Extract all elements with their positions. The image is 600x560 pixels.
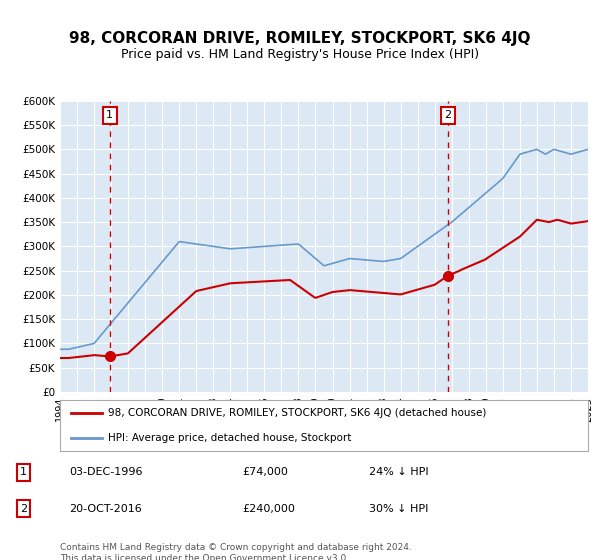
Text: 1: 1 <box>106 110 113 120</box>
Text: 24% ↓ HPI: 24% ↓ HPI <box>369 468 429 478</box>
Text: 03-DEC-1996: 03-DEC-1996 <box>70 468 143 478</box>
Text: 98, CORCORAN DRIVE, ROMILEY, STOCKPORT, SK6 4JQ (detached house): 98, CORCORAN DRIVE, ROMILEY, STOCKPORT, … <box>107 408 486 418</box>
Text: 2: 2 <box>445 110 452 120</box>
Text: 98, CORCORAN DRIVE, ROMILEY, STOCKPORT, SK6 4JQ: 98, CORCORAN DRIVE, ROMILEY, STOCKPORT, … <box>69 31 531 46</box>
Text: Contains HM Land Registry data © Crown copyright and database right 2024.
This d: Contains HM Land Registry data © Crown c… <box>60 543 412 560</box>
Text: £240,000: £240,000 <box>242 504 295 514</box>
Text: 2: 2 <box>20 504 27 514</box>
Text: 20-OCT-2016: 20-OCT-2016 <box>70 504 142 514</box>
Text: 30% ↓ HPI: 30% ↓ HPI <box>369 504 428 514</box>
Text: HPI: Average price, detached house, Stockport: HPI: Average price, detached house, Stoc… <box>107 433 351 443</box>
Text: 1: 1 <box>20 468 27 478</box>
Text: Price paid vs. HM Land Registry's House Price Index (HPI): Price paid vs. HM Land Registry's House … <box>121 48 479 60</box>
Text: £74,000: £74,000 <box>242 468 288 478</box>
